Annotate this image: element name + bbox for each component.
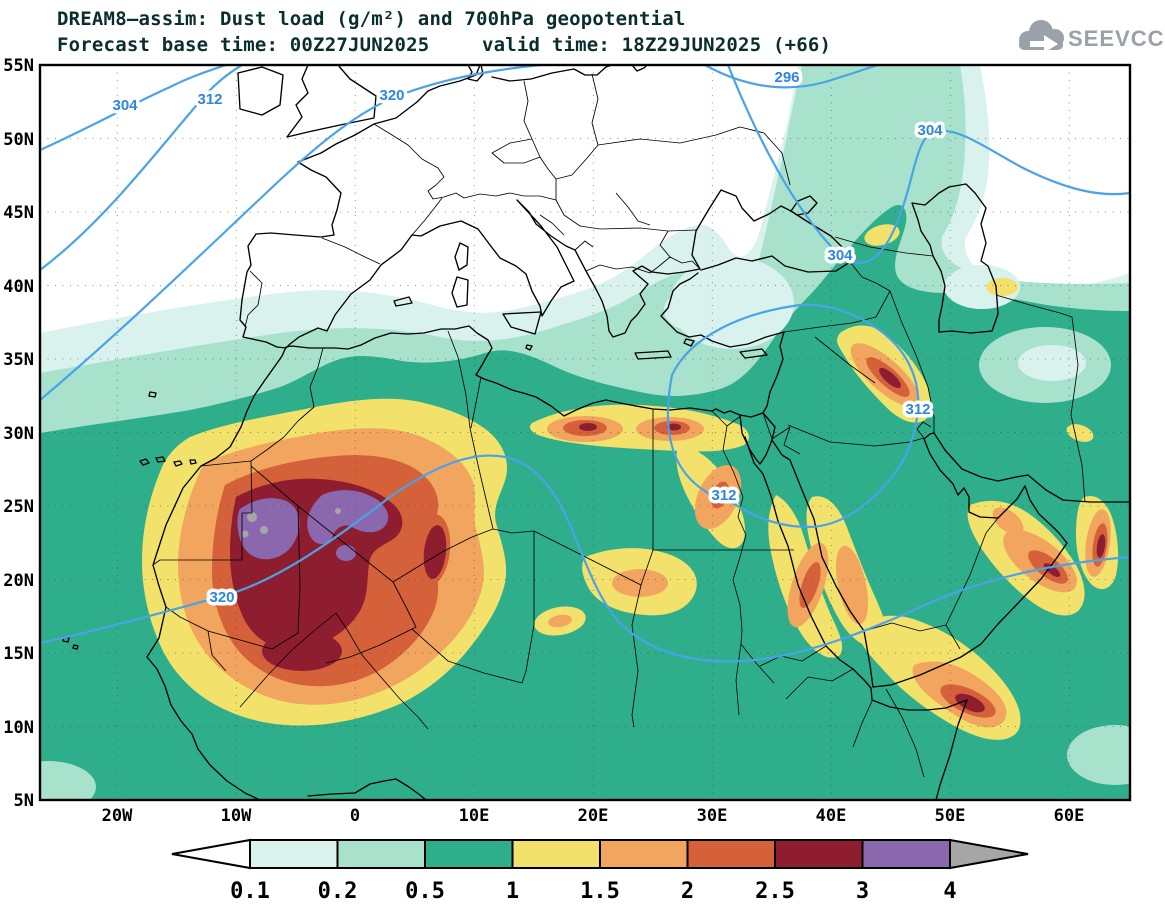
colorbar-tick-label: 1.5 xyxy=(580,879,620,904)
lat-tick-label: 20N xyxy=(3,571,34,591)
colorbar-arrow-right xyxy=(949,838,1029,870)
valid-time: valid time: 18Z29JUN2025 (+66) xyxy=(482,34,832,56)
lon-tick-label: 40E xyxy=(815,806,847,826)
logo-text: SEEVCCC xyxy=(1068,26,1165,51)
colorbar-segment xyxy=(599,839,689,869)
country-borders xyxy=(152,73,1086,778)
lat-tick-label: 35N xyxy=(3,350,34,370)
colorbar-segment xyxy=(861,839,951,869)
colorbar-arrow-left xyxy=(171,838,251,870)
lat-tick-label: 10N xyxy=(3,718,34,738)
contour-label: 312 xyxy=(711,487,736,504)
graticule xyxy=(40,65,1130,800)
colorbar-segment xyxy=(774,839,864,869)
contour-label: 304 xyxy=(917,122,943,139)
colorbar-segment xyxy=(511,839,601,869)
lat-tick-label: 25N xyxy=(3,497,34,517)
geopotential-contours: 304 312 320 296 304 304 312 312 320 xyxy=(40,65,1130,663)
forecast-base-time: Forecast base time: 00Z27JUN2025 xyxy=(57,34,430,56)
colorbar-tick-label: 0.1 xyxy=(230,879,270,904)
contour-label: 320 xyxy=(379,87,404,104)
forecast-map: 304 312 320 296 304 304 312 312 320 xyxy=(38,63,1132,802)
colorbar-segment xyxy=(686,839,776,869)
colorbar-tick-label: 2 xyxy=(681,879,694,904)
colorbar-tick-label: 0.5 xyxy=(405,879,445,904)
islands xyxy=(62,242,768,650)
lat-tick-label: 5N xyxy=(13,791,34,811)
colorbar-segment xyxy=(336,839,426,869)
lat-tick-label: 45N xyxy=(3,203,34,223)
lat-tick-label: 55N xyxy=(3,56,34,76)
contour-label: 312 xyxy=(905,401,930,418)
lon-tick-label: 30E xyxy=(696,806,728,826)
lon-tick-label: 20E xyxy=(577,806,609,826)
lat-tick-label: 40N xyxy=(3,277,34,297)
map-title: DREAM8—assim: Dust load (g/m²) and 700hP… xyxy=(57,8,686,30)
colorbar: 0.1 0.2 0.5 1 1.5 2 2.5 3 4 xyxy=(171,838,1029,904)
lon-tick-label: 50E xyxy=(934,806,966,826)
rivers xyxy=(239,410,775,730)
colorbar-segment xyxy=(424,839,514,869)
contour-label: 304 xyxy=(112,97,138,114)
colorbar-tick-label: 4 xyxy=(943,879,956,904)
lon-tick-label: 10W xyxy=(220,806,252,826)
colorbar-tick-label: 0.2 xyxy=(318,879,358,904)
contour-label: 320 xyxy=(209,589,234,606)
colorbar-tick-label: 1 xyxy=(506,879,519,904)
colorbar-tick-label: 2.5 xyxy=(755,879,795,904)
cloud-arrow-icon xyxy=(1030,35,1058,53)
coastlines xyxy=(62,65,1130,800)
contour-label: 312 xyxy=(197,91,222,108)
lon-tick-label: 10E xyxy=(458,806,490,826)
colorbar-segment xyxy=(249,839,339,869)
map-frame xyxy=(38,63,1132,802)
seevccc-cloud-icon xyxy=(1019,20,1064,53)
lon-tick-label: 0 xyxy=(349,806,361,826)
lon-tick-label: 20W xyxy=(101,806,133,826)
lon-tick-label: 60E xyxy=(1053,806,1085,826)
lat-tick-label: 50N xyxy=(3,130,34,150)
lat-tick-label: 30N xyxy=(3,424,34,444)
dust-field xyxy=(40,65,1130,800)
lat-tick-label: 15N xyxy=(3,644,34,664)
contour-label: 296 xyxy=(774,69,799,86)
colorbar-tick-label: 3 xyxy=(856,879,869,904)
contour-label: 304 xyxy=(827,247,853,264)
